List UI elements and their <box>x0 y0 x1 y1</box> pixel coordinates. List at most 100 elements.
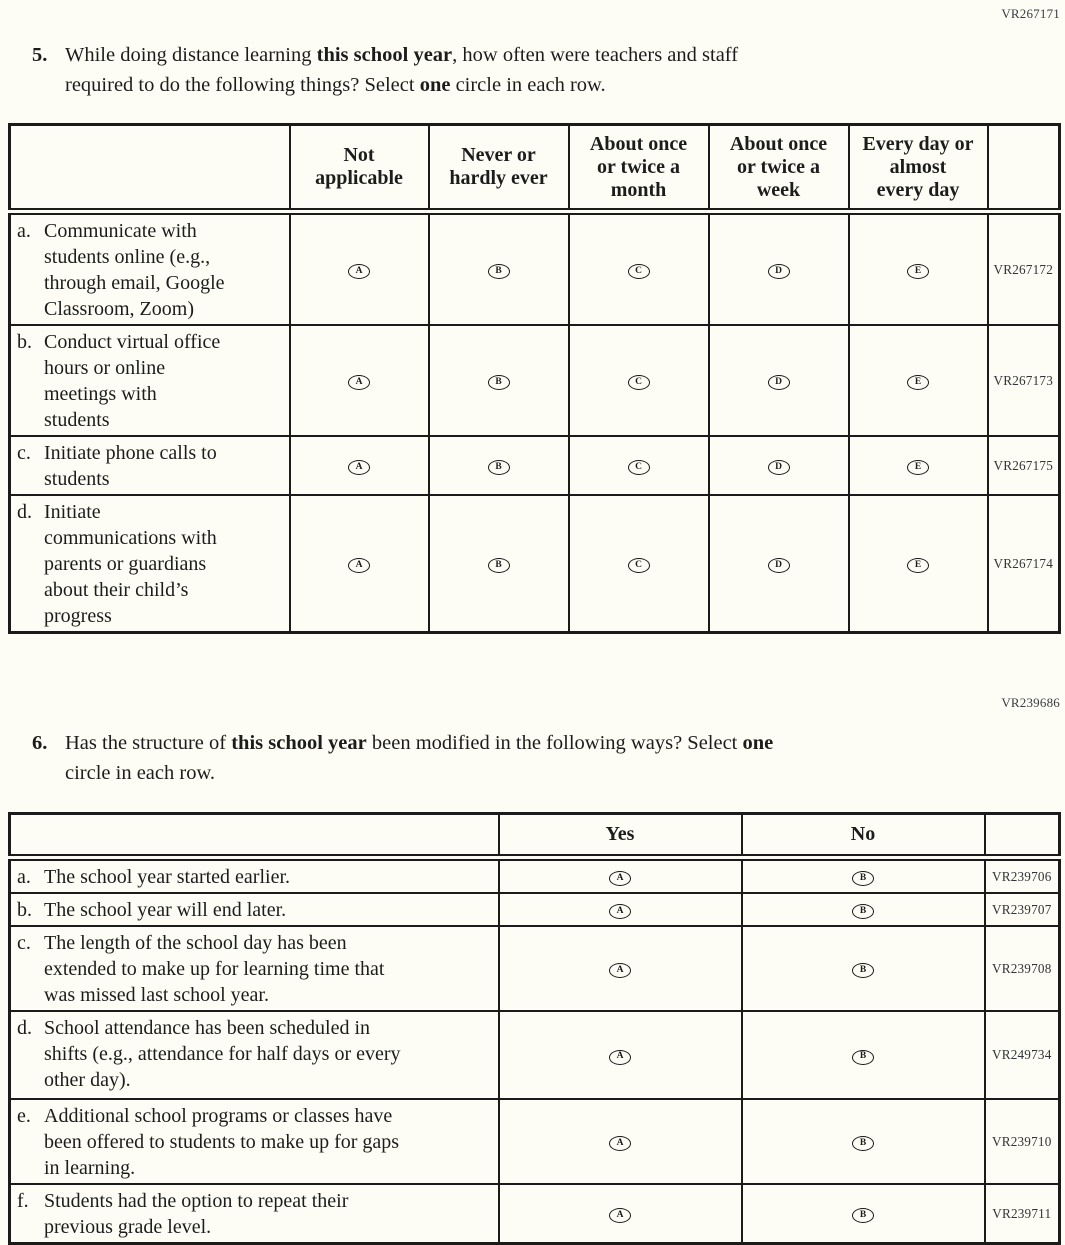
question-5-text-part: While doing distance learning <box>65 44 317 66</box>
q6-header-stub <box>8 812 500 861</box>
question-6-text-part: been modified in the following ways? Sel… <box>366 732 743 754</box>
q6-f-option-bubble-no[interactable]: B <box>852 1208 874 1224</box>
q6-row-c-label: c. The length of the school day has been … <box>8 925 500 1012</box>
row-text: Students had the option to repeat their … <box>44 1190 349 1238</box>
q6-row-b-label: b. The school year will end later. <box>8 892 500 927</box>
question-6-number: 6. <box>32 732 48 754</box>
question-5-text-part: circle in each row. <box>450 74 606 96</box>
q6-row-a-label: a. The school year started earlier. <box>8 856 500 894</box>
q6-c-option-bubble-yes[interactable]: A <box>609 963 631 979</box>
row-text: Additional school programs or classes ha… <box>44 1105 400 1179</box>
q5-a-option-bubble-b[interactable]: B <box>487 264 510 280</box>
q5-c-option-bubble-c[interactable]: C <box>627 460 650 476</box>
question-5-bold-phrase: one <box>419 74 451 96</box>
item-code: VR267172 <box>986 210 1061 326</box>
question-5-text: While doing distance learning this schoo… <box>65 40 935 100</box>
table-row: a. Communicate with students online (e.g.… <box>8 210 1061 326</box>
row-letter: e. <box>17 1105 31 1127</box>
q5-a-option-bubble-d[interactable]: D <box>767 264 790 280</box>
q5-table: Not applicable Never or hardly ever Abou… <box>8 123 1061 634</box>
item-code: VR239706 <box>983 856 1061 894</box>
table-row: c. Initiate phone calls to students A B C… <box>8 435 1061 496</box>
question-6-bold-phrase: one <box>742 732 774 754</box>
item-code: VR249734 <box>983 1010 1061 1100</box>
q5-b-option-bubble-e[interactable]: E <box>907 375 929 391</box>
q5-c-option-bubble-d[interactable]: D <box>767 460 790 476</box>
row-letter: a. <box>17 220 31 242</box>
q6-e-option-bubble-yes[interactable]: A <box>609 1136 631 1152</box>
table-row: b. Conduct virtual office hours or online… <box>8 324 1061 437</box>
q6-b-option-bubble-no[interactable]: B <box>852 904 874 920</box>
table-row: b. The school year will end later. A B VR… <box>8 892 1061 927</box>
row-letter: d. <box>17 501 32 523</box>
q6-header-no: No <box>740 812 986 861</box>
question-6-bold-phrase: this school year <box>231 732 367 754</box>
q5-c-option-bubble-b[interactable]: B <box>487 460 510 476</box>
q5-header-stub <box>8 123 291 215</box>
q6-d-option-bubble-yes[interactable]: A <box>609 1049 631 1065</box>
q5-row-d-label: d. Initiate communications with parents o… <box>8 494 291 634</box>
question-5-number: 5. <box>32 44 48 66</box>
q5-b-option-bubble-d[interactable]: D <box>767 375 790 391</box>
q6-row-f-label: f. Students had the option to repeat thei… <box>8 1183 500 1245</box>
row-letter: b. <box>17 899 32 921</box>
row-letter: c. <box>17 932 31 954</box>
q6-header-yes: Yes <box>497 812 743 861</box>
row-text: School attendance has been scheduled in … <box>44 1017 401 1091</box>
q5-header-not-applicable: Not applicable <box>288 123 430 215</box>
row-text: The length of the school day has been ex… <box>44 932 385 1006</box>
q6-e-option-bubble-no[interactable]: B <box>852 1136 874 1152</box>
q5-a-option-bubble-c[interactable]: C <box>627 264 650 280</box>
form-code-top-right: VR267171 <box>1001 6 1060 21</box>
q5-row-c-label: c. Initiate phone calls to students <box>8 435 291 496</box>
question-6: 6. Has the structure of this school year… <box>32 728 935 788</box>
q5-header-every-day: Every day or almost every day <box>847 123 989 215</box>
q5-d-option-bubble-b[interactable]: B <box>487 558 510 574</box>
table-row: a. The school year started earlier. A B V… <box>8 856 1061 894</box>
table-row: f. Students had the option to repeat thei… <box>8 1183 1061 1245</box>
q6-d-option-bubble-no[interactable]: B <box>852 1049 874 1065</box>
question-5-text-part: , how often were teachers and staff <box>452 44 739 66</box>
q6-table: Yes No a. The school year started earlier… <box>8 812 1061 1245</box>
question-5-text-part: required to do the following things? Sel… <box>65 74 420 96</box>
table-row: d. School attendance has been scheduled i… <box>8 1010 1061 1100</box>
q5-header-month: About once or twice a month <box>567 123 710 215</box>
question-6-text-part: Has the structure of <box>65 732 232 754</box>
item-code: VR239711 <box>983 1183 1061 1245</box>
q5-b-option-bubble-c[interactable]: C <box>627 375 650 391</box>
table-row: e. Additional school programs or classes … <box>8 1098 1061 1185</box>
row-letter: d. <box>17 1017 32 1039</box>
q5-row-a-label: a. Communicate with students online (e.g.… <box>8 210 291 326</box>
row-letter: c. <box>17 442 31 464</box>
q6-header-code-column <box>983 812 1061 861</box>
q5-d-option-bubble-c[interactable]: C <box>627 558 650 574</box>
table-row: d. Initiate communications with parents o… <box>8 494 1061 634</box>
q6-row-e-label: e. Additional school programs or classes … <box>8 1098 500 1185</box>
question-5-bold-phrase: this school year <box>316 44 453 66</box>
q5-b-option-bubble-b[interactable]: B <box>487 375 510 391</box>
item-code: VR267175 <box>986 435 1061 496</box>
q6-row-d-label: d. School attendance has been scheduled i… <box>8 1010 500 1100</box>
q5-d-option-bubble-e[interactable]: E <box>907 558 929 574</box>
row-letter: b. <box>17 331 32 353</box>
q5-a-option-bubble-e[interactable]: E <box>907 264 929 280</box>
q6-c-option-bubble-no[interactable]: B <box>852 963 874 979</box>
q5-header-code-column <box>986 123 1061 215</box>
q5-d-option-bubble-a[interactable]: A <box>348 558 370 574</box>
q5-d-option-bubble-d[interactable]: D <box>767 558 790 574</box>
form-code-mid-right: VR239686 <box>1001 695 1060 710</box>
item-code: VR267174 <box>986 494 1061 634</box>
q6-f-option-bubble-yes[interactable]: A <box>609 1208 631 1224</box>
q6-b-option-bubble-yes[interactable]: A <box>609 904 631 920</box>
q6-a-option-bubble-yes[interactable]: A <box>609 871 631 887</box>
q5-c-option-bubble-a[interactable]: A <box>348 460 370 476</box>
q5-c-option-bubble-e[interactable]: E <box>907 460 929 476</box>
q5-a-option-bubble-a[interactable]: A <box>348 264 370 280</box>
q5-row-b-label: b. Conduct virtual office hours or online… <box>8 324 291 437</box>
row-text: The school year started earlier. <box>44 866 290 888</box>
q5-b-option-bubble-a[interactable]: A <box>348 375 370 391</box>
item-code: VR239707 <box>983 892 1061 927</box>
question-6-text: Has the structure of this school year be… <box>65 728 935 788</box>
q6-a-option-bubble-no[interactable]: B <box>852 871 874 887</box>
item-code: VR239710 <box>983 1098 1061 1185</box>
